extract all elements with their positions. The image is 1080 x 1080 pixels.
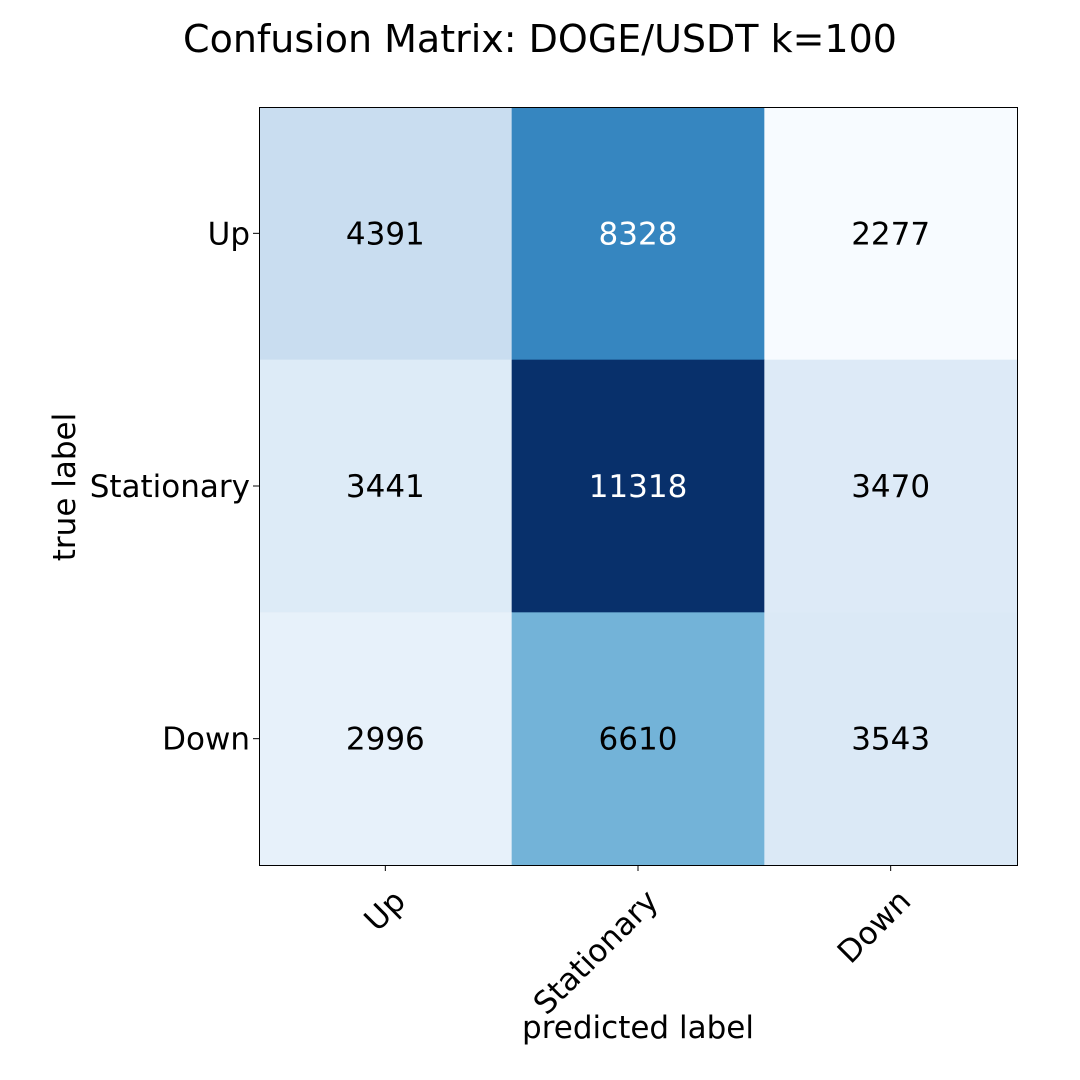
heatmap-cell-1-1 xyxy=(511,359,765,613)
chart-title: Confusion Matrix: DOGE/USDT k=100 xyxy=(183,17,897,61)
y-tick-label-1: Stationary xyxy=(90,469,250,505)
x-axis-label: predicted label xyxy=(522,1010,754,1046)
cell-value-label-1-1: 11318 xyxy=(589,469,688,505)
cell-value-label-1-2: 3470 xyxy=(851,469,930,505)
y-tick-label-2: Down xyxy=(162,722,250,758)
cell-value-label-0-1: 8328 xyxy=(599,216,678,252)
cell-value-label-0-2: 2277 xyxy=(851,216,930,252)
heatmap-cell-1-0 xyxy=(259,359,513,613)
heatmap-cell-1-2 xyxy=(764,359,1018,613)
y-axis: Up Stationary Down xyxy=(90,216,259,758)
cell-value-label-2-1: 6610 xyxy=(599,722,678,758)
heatmap-cell-2-2 xyxy=(764,612,1018,866)
cell-value-label-2-0: 2996 xyxy=(346,722,425,758)
heatmap-cell-2-1 xyxy=(511,612,765,866)
heatmap-cell-0-1 xyxy=(511,107,765,361)
y-axis-label: true label xyxy=(47,413,83,561)
cell-value-label-1-0: 3441 xyxy=(346,469,425,505)
heatmap-cell-2-0 xyxy=(259,612,513,866)
heatmap-cell-labels: 4391 8328 2277 3441 11318 3470 2996 6610 3543 xyxy=(346,216,930,757)
heatmap-cell-0-2 xyxy=(764,107,1018,361)
cell-value-label-0-0: 4391 xyxy=(346,216,425,252)
heatmap-cells xyxy=(259,107,1018,866)
y-tick-label-0: Up xyxy=(208,216,250,252)
cell-value-label-2-2: 3543 xyxy=(851,722,930,758)
heatmap-cell-0-0 xyxy=(259,107,513,361)
